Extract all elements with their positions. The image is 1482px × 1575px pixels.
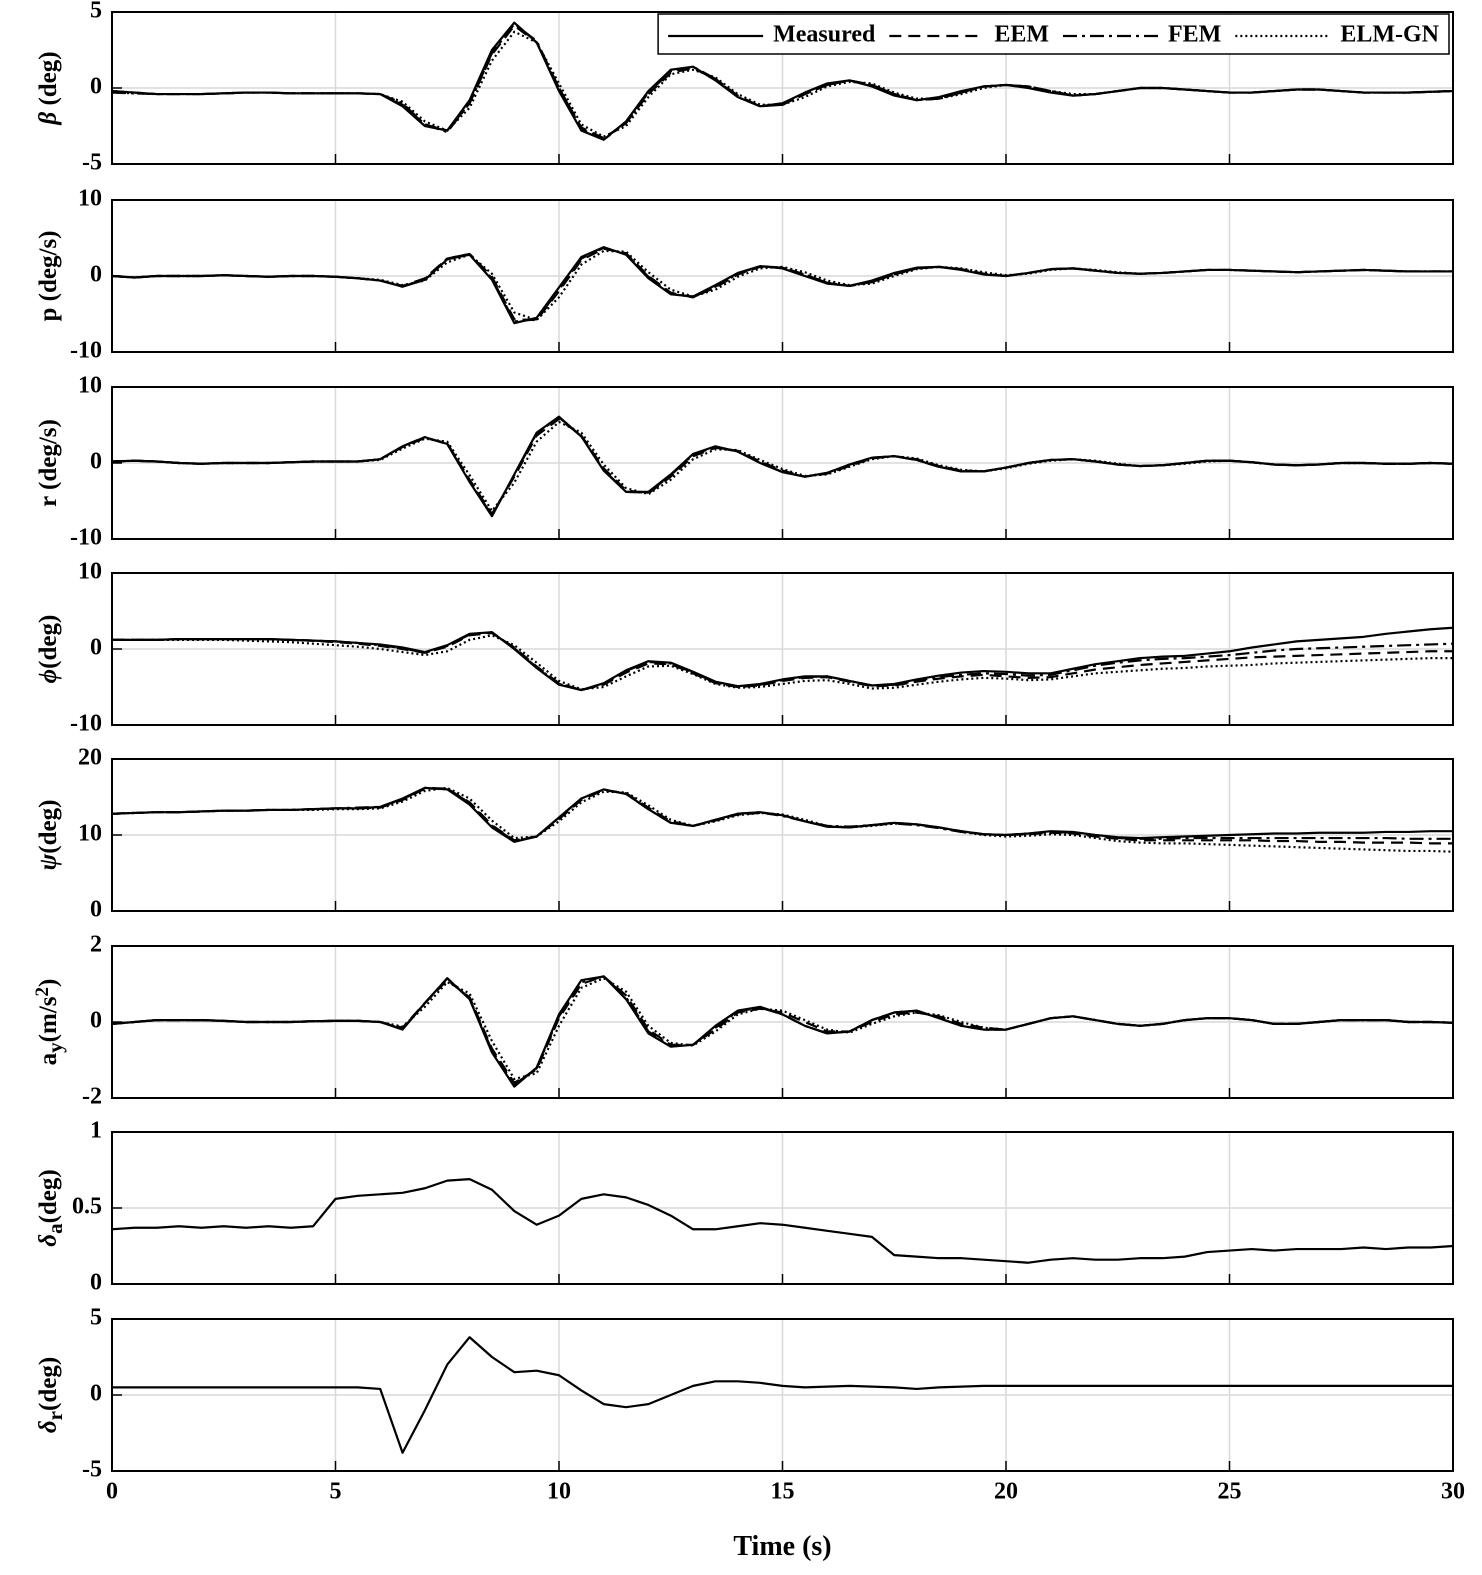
panel: -10 0 10 r (deg/s) (35, 373, 1454, 551)
y-tick-label: 5 (90, 1305, 102, 1331)
legend: Measured EEM FEM ELM-GN (657, 13, 1450, 55)
axes-box (111, 386, 1454, 540)
y-axis-label-part: (deg) (35, 1169, 62, 1223)
axes-box (111, 945, 1454, 1099)
axes-box (111, 1318, 1454, 1472)
y-axis-label-part: a (43, 1223, 67, 1234)
y-tick-label: -5 (82, 150, 102, 176)
y-tick-label: -10 (70, 338, 102, 364)
panel: -10 0 10 p (deg/s) (35, 186, 1454, 364)
legend-box (657, 13, 1450, 55)
panel: 0 10 20 ψ(deg) (35, 745, 1454, 923)
y-tick-label: 0 (90, 74, 102, 100)
y-axis-label-part: ϕ (35, 669, 62, 683)
y-axis-label: p (deg/s) (35, 231, 62, 322)
y-axis-label-part: δ (35, 1234, 62, 1247)
y-tick-label: 20 (78, 745, 102, 771)
legend-label: Measured (773, 22, 876, 48)
y-axis-label-part: β (35, 112, 62, 126)
panel: -10 0 10 ϕ(deg) (35, 559, 1454, 737)
axes-box (111, 572, 1454, 726)
y-tick-label: 0 (90, 897, 102, 923)
series-line (111, 1178, 1454, 1264)
y-tick-label: 10 (78, 186, 102, 212)
axes-box (111, 758, 1454, 912)
y-tick-label: 0 (90, 1381, 102, 1407)
y-axis-label: β (deg) (35, 51, 62, 125)
x-tick-label: 25 (1218, 1479, 1242, 1505)
y-tick-label: 10 (78, 559, 102, 585)
y-tick-label: 0.5 (72, 1194, 102, 1220)
y-tick-label: -10 (70, 711, 102, 737)
y-axis-label-part: ψ (35, 853, 62, 870)
series-line (111, 249, 1453, 322)
y-tick-label: -5 (82, 1457, 102, 1483)
series-line (111, 420, 1454, 512)
y-axis-label-part: ) (35, 979, 62, 987)
panel: 0 0.5 1 δa(deg) (35, 1118, 1454, 1296)
series-line (111, 417, 1454, 516)
y-tick-label: 0 (90, 1270, 102, 1296)
y-axis-label: ψ(deg) (35, 800, 62, 871)
legend-label: EEM (994, 22, 1049, 48)
series-line (111, 786, 1453, 843)
x-tick-label: 5 (330, 1479, 342, 1505)
y-axis-label: δr(deg) (35, 1357, 67, 1433)
y-axis-label-part: δ (35, 1420, 62, 1433)
y-axis-label-part: (deg) (35, 51, 62, 111)
y-tick-label: -10 (70, 525, 102, 551)
y-tick-label: -2 (82, 1084, 102, 1110)
y-axis-label-part: (m/s (35, 996, 62, 1042)
y-tick-label: 0 (90, 635, 102, 661)
axes-box (111, 199, 1454, 353)
y-axis-label-part: r (43, 1411, 67, 1420)
y-tick-label: 2 (90, 932, 102, 958)
y-axis-label: δa(deg) (35, 1169, 67, 1246)
x-tick-label: 20 (994, 1479, 1018, 1505)
y-axis-label-part: p (deg/s) (35, 231, 62, 322)
x-tick-label: 30 (1441, 1479, 1465, 1505)
y-tick-label: 0 (90, 262, 102, 288)
x-axis-label: Time (s) (733, 1531, 831, 1562)
x-tick-label: 0 (106, 1479, 118, 1505)
y-axis-label-part: a (35, 1052, 62, 1065)
y-tick-label: 10 (78, 821, 102, 847)
y-tick-label: 10 (78, 373, 102, 399)
series-line (111, 786, 1454, 853)
y-axis-label-part: y (43, 1042, 67, 1053)
series-line (111, 30, 1454, 138)
legend-label: ELM-GN (1340, 22, 1439, 48)
series-line (112, 631, 1454, 692)
y-axis-label: ϕ(deg) (35, 615, 62, 684)
y-axis-label-part: (deg) (35, 800, 62, 854)
x-tick-label: 15 (771, 1479, 795, 1505)
y-tick-label: 0 (90, 449, 102, 475)
y-axis-label-part: (deg) (35, 615, 62, 669)
y-axis-label: ay(m/s2) (32, 979, 67, 1066)
y-tick-label: 5 (90, 0, 102, 24)
y-axis-label-part: r (deg/s) (35, 419, 62, 507)
legend-label: FEM (1168, 22, 1221, 48)
y-tick-label: 1 (90, 1118, 102, 1144)
axes-box (111, 1131, 1454, 1285)
y-axis-label: r (deg/s) (35, 419, 62, 507)
series-line (112, 1336, 1453, 1454)
y-tick-label: 0 (90, 1008, 102, 1034)
series-line (111, 977, 1454, 1081)
panel: -5 0 5 β (deg) Measured EEM FEM ELM-GN (35, 0, 1454, 176)
y-axis-label-part: 2 (32, 987, 53, 997)
axes-box (111, 11, 1454, 165)
y-axis-label-part: (deg) (35, 1357, 62, 1411)
series-line (111, 787, 1453, 845)
x-tick-label: 10 (547, 1479, 571, 1505)
